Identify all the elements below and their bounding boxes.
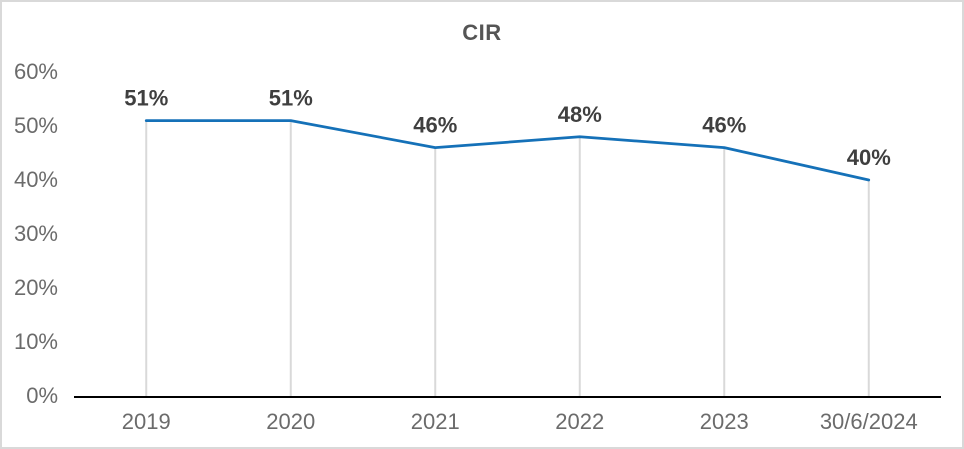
data-label: 51% bbox=[124, 86, 168, 111]
x-axis-tick-label: 30/6/2024 bbox=[820, 409, 918, 434]
y-axis-tick-label: 40% bbox=[14, 167, 58, 192]
data-label: 46% bbox=[413, 113, 457, 138]
x-axis-tick-label: 2022 bbox=[555, 409, 604, 434]
y-axis-tick-label: 30% bbox=[14, 221, 58, 246]
y-axis-tick-label: 10% bbox=[14, 329, 58, 354]
series-line-cir bbox=[144, 119, 871, 182]
x-axis-tick-label: 2023 bbox=[700, 409, 749, 434]
x-axis-tick-label: 2019 bbox=[122, 409, 171, 434]
data-label: 51% bbox=[269, 86, 313, 111]
x-axis-tick-label: 2020 bbox=[266, 409, 315, 434]
y-axis-tick-label: 60% bbox=[14, 59, 58, 84]
data-label: 40% bbox=[847, 145, 891, 170]
data-label: 48% bbox=[558, 102, 602, 127]
y-axis-tick-label: 50% bbox=[14, 113, 58, 138]
y-axis-tick-label: 0% bbox=[26, 383, 58, 408]
y-axis-tick-label: 20% bbox=[14, 275, 58, 300]
x-axis-tick-label: 2021 bbox=[411, 409, 460, 434]
chart-title: CIR bbox=[462, 20, 502, 45]
data-label: 46% bbox=[702, 113, 746, 138]
